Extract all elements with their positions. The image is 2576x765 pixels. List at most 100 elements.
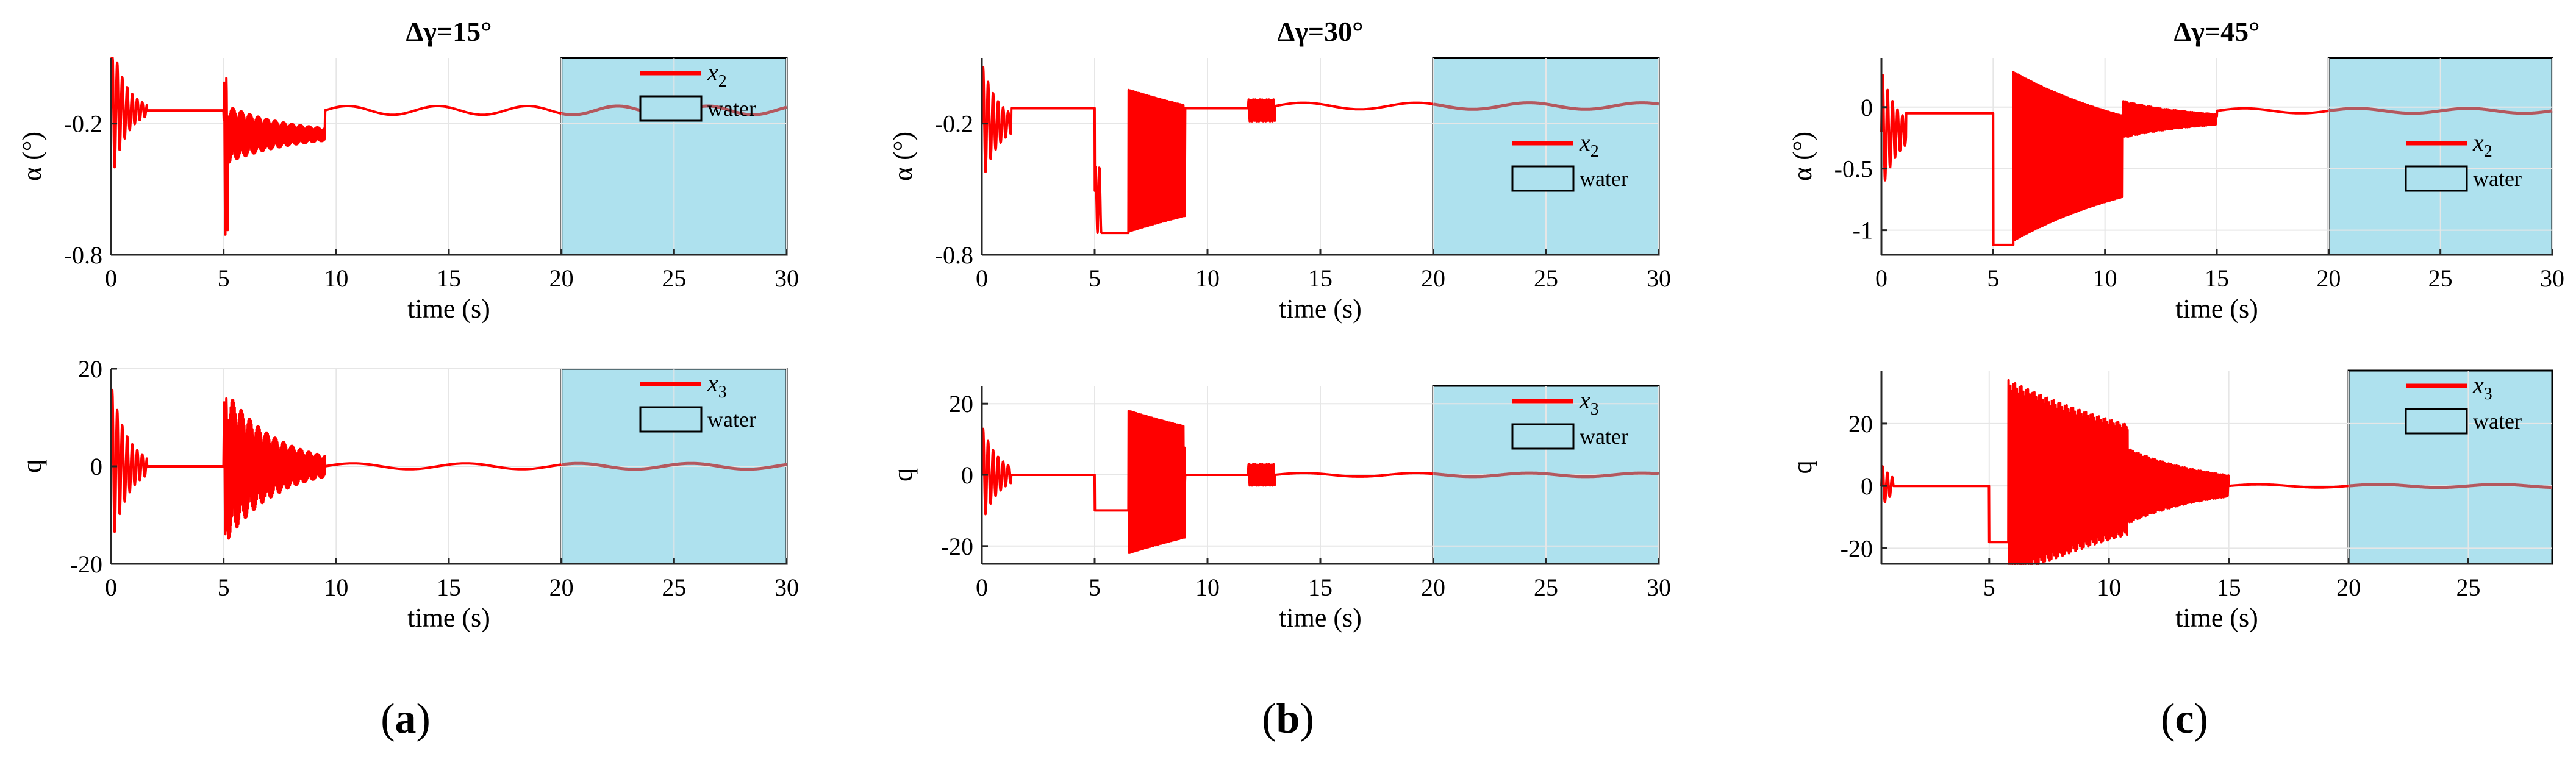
- x-tick-label: 15: [1308, 574, 1333, 601]
- chart-c-alpha: 0 5 10 15 20 25 30 -1 -0.5 0 time (s) α (°) Δγ=45° x2…: [1787, 16, 2564, 324]
- y-tick-label: 20: [1848, 410, 1873, 438]
- y-tick-label: 0: [90, 453, 102, 480]
- x-axis-label: time (s): [407, 603, 490, 633]
- x-tick-label: 10: [1195, 265, 1220, 292]
- x-tick-label: 10: [324, 574, 348, 601]
- subfigure-label-b: (b): [1262, 696, 1314, 742]
- x-tick-label: 20: [1421, 265, 1445, 292]
- x-axis-label: time (s): [1279, 603, 1362, 633]
- x-tick-label: 5: [218, 574, 230, 601]
- y-tick-label: -0.8: [935, 241, 973, 269]
- y-axis-label: q: [888, 468, 918, 482]
- series-x3-water-line: [1433, 471, 1659, 479]
- y-axis-label: α (°): [17, 132, 47, 181]
- legend-water-label: water: [707, 407, 756, 432]
- legend-water-swatch: [1511, 165, 1575, 192]
- y-tick-label: 0: [961, 461, 973, 489]
- x-tick-label: 10: [1195, 574, 1220, 601]
- legend-water-label: water: [2473, 166, 2522, 191]
- x-tick-label: 5: [1987, 265, 1999, 292]
- series-x3-line: [981, 410, 1434, 554]
- y-axis-label: q: [17, 460, 47, 473]
- x-tick-label: 25: [1534, 265, 1558, 292]
- legend-water-label: water: [707, 96, 756, 121]
- x-tick-label: 5: [1983, 574, 1995, 601]
- chart-title: Δγ=45°: [2174, 16, 2260, 47]
- series-x2-water-line: [2328, 107, 2553, 115]
- y-tick-label: 20: [78, 355, 102, 383]
- x-tick-label: 30: [775, 574, 799, 601]
- subfigure-label-c: (c): [2161, 696, 2208, 742]
- legend-water-label: water: [1580, 166, 1628, 191]
- x-tick-label: 5: [1089, 265, 1101, 292]
- legend-water-label: water: [2473, 409, 2522, 433]
- x-tick-label: 0: [1875, 265, 1887, 292]
- x-tick-label: 10: [324, 265, 348, 292]
- x-tick-label: 0: [976, 574, 988, 601]
- x-tick-label: 25: [2428, 265, 2453, 292]
- legend-water-label: water: [1580, 424, 1628, 449]
- x-tick-label: 25: [662, 574, 686, 601]
- series-x3-water-line: [2348, 483, 2552, 489]
- y-tick-label: -0.2: [64, 110, 102, 138]
- legend-water-swatch: [639, 95, 703, 122]
- x-tick-label: 25: [2456, 574, 2481, 601]
- legend-water-swatch: [639, 406, 703, 433]
- x-tick-label: 20: [2316, 265, 2341, 292]
- x-tick-label: 10: [2097, 574, 2121, 601]
- water-region: [2347, 369, 2553, 565]
- y-axis-label: α (°): [888, 132, 918, 181]
- x-tick-label: 30: [775, 265, 799, 292]
- y-tick-label: -0.5: [1834, 155, 1873, 183]
- subfigure-label-a: (a): [381, 696, 431, 742]
- series-x2-line: [981, 66, 1434, 235]
- x-tick-label: 30: [1647, 574, 1671, 601]
- y-tick-label: 0: [1861, 472, 1873, 500]
- x-tick-label: 10: [2093, 265, 2117, 292]
- x-tick-label: 25: [662, 265, 686, 292]
- x-tick-label: 15: [437, 574, 461, 601]
- x-axis-label: time (s): [1279, 294, 1362, 324]
- x-tick-label: 20: [549, 265, 574, 292]
- x-tick-label: 20: [2336, 574, 2361, 601]
- legend-water-swatch: [2405, 408, 2468, 435]
- y-tick-label: 0: [1861, 94, 1873, 121]
- y-tick-label: -20: [1841, 535, 1873, 562]
- x-axis-label: time (s): [2175, 294, 2258, 324]
- series-x2-line: [1880, 71, 2330, 246]
- y-tick-label: -0.2: [935, 110, 973, 138]
- y-tick-label: -0.8: [64, 241, 102, 269]
- x-tick-label: 0: [976, 265, 988, 292]
- chart-title: Δγ=30°: [1278, 16, 1364, 47]
- legend-water-swatch: [1511, 423, 1575, 450]
- x-tick-label: 15: [1308, 265, 1333, 292]
- y-tick-label: -20: [941, 533, 973, 560]
- y-axis-label: α (°): [1787, 132, 1817, 181]
- legend-series-label: x2: [2472, 129, 2492, 161]
- series-x2-water-line: [1433, 101, 1659, 111]
- x-tick-label: 0: [105, 574, 117, 601]
- x-tick-label: 5: [218, 265, 230, 292]
- x-tick-label: 15: [2217, 574, 2241, 601]
- x-tick-label: 30: [1647, 265, 1671, 292]
- x-tick-label: 15: [2205, 265, 2229, 292]
- y-tick-label: 20: [949, 390, 973, 418]
- y-tick-label: -1: [1853, 217, 1873, 244]
- x-tick-label: 20: [1421, 574, 1445, 601]
- series-x3-line: [1880, 379, 2350, 565]
- legend-series-label: x3: [1579, 386, 1599, 419]
- x-tick-label: 25: [1534, 574, 1558, 601]
- x-tick-label: 30: [2540, 265, 2564, 292]
- legend-water-swatch: [2405, 165, 2468, 192]
- x-axis-label: time (s): [407, 294, 490, 324]
- x-tick-label: 5: [1089, 574, 1101, 601]
- x-tick-label: 15: [437, 265, 461, 292]
- series-x3-water-line: [561, 461, 787, 471]
- x-tick-label: 20: [549, 574, 574, 601]
- y-tick-label: -20: [70, 550, 102, 578]
